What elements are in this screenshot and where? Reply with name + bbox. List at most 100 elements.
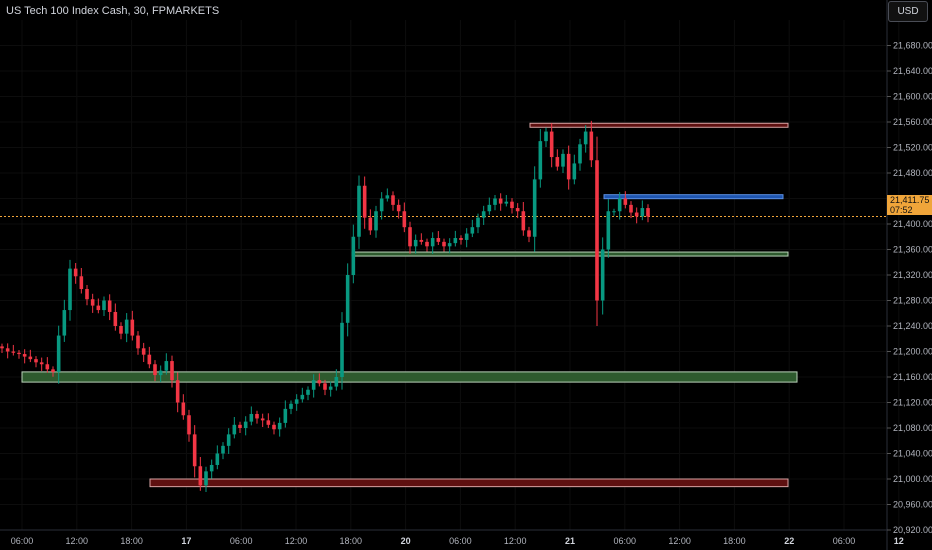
candle-body — [136, 335, 140, 349]
candle-body — [238, 424, 242, 428]
candle-body — [130, 319, 135, 336]
price-tick-label: 21,400.00 — [893, 219, 932, 229]
candle-body — [294, 399, 299, 404]
candle-body — [34, 359, 38, 363]
candle-body — [175, 380, 180, 403]
candle-body — [487, 204, 492, 212]
candle-body — [453, 238, 458, 244]
candle-body — [56, 335, 61, 372]
candle-body — [521, 211, 526, 231]
time-tick-label: 06:00 — [833, 536, 856, 546]
price-tick-label: 21,000.00 — [893, 474, 932, 484]
candle-body — [85, 289, 89, 300]
candle-body — [215, 453, 220, 465]
candle-body — [555, 157, 560, 167]
price-tick-label: 21,680.00 — [893, 41, 932, 51]
candle-body — [323, 383, 327, 390]
candle-body — [544, 131, 548, 142]
time-tick-label: 12 — [894, 536, 904, 546]
time-tick-label: 12:00 — [668, 536, 691, 546]
candle-body — [181, 402, 186, 416]
candle-body — [340, 322, 344, 377]
candle-body — [566, 153, 571, 180]
candle-body — [0, 346, 4, 349]
candle-body — [73, 268, 78, 277]
candle-body — [538, 141, 543, 180]
time-tick-label: 06:00 — [230, 536, 253, 546]
price-tick-label: 20,920.00 — [893, 525, 932, 535]
price-tick-label: 21,360.00 — [893, 245, 932, 255]
candle-body — [147, 354, 152, 365]
candle-body — [226, 434, 231, 446]
candle-body — [436, 238, 441, 242]
candle-body — [158, 370, 163, 376]
candle-body — [96, 305, 101, 311]
candle-body — [629, 204, 633, 213]
candle-body — [527, 230, 531, 237]
candle-body — [368, 217, 373, 231]
candle-body — [617, 198, 622, 212]
last-price-tag: 21,411.75 07:52 — [887, 195, 932, 215]
symbol-title: US Tech 100 Index Cash, 30, FPMARKETS — [6, 5, 220, 17]
price-tick-label: 20,960.00 — [893, 500, 932, 510]
candle-body — [260, 418, 265, 421]
time-tick-label: 12:00 — [66, 536, 89, 546]
candle-body — [493, 198, 497, 205]
candle-body — [374, 211, 378, 231]
candle-body — [328, 386, 333, 390]
candle-body — [249, 413, 254, 422]
candle-body — [640, 208, 645, 217]
time-tick-label: 20 — [401, 536, 411, 546]
candle-body — [334, 377, 339, 387]
candle-body — [476, 217, 480, 228]
price-tick-label: 21,480.00 — [893, 168, 932, 178]
candle-body — [255, 413, 259, 419]
candle-body — [90, 299, 95, 306]
zone-box-fvg[interactable] — [603, 194, 784, 200]
candle-body — [442, 241, 446, 247]
candle-body — [51, 369, 55, 372]
candle-body — [578, 144, 582, 164]
time-tick-label: 22 — [784, 536, 794, 546]
candle-body — [396, 204, 401, 212]
candle-body — [430, 238, 435, 247]
candle-body — [79, 276, 84, 290]
price-tick-label: 21,040.00 — [893, 449, 932, 459]
candle-body — [232, 424, 237, 435]
candle-body — [311, 380, 316, 390]
candle-body — [606, 211, 611, 250]
candle-body — [141, 348, 146, 355]
bar-countdown: 07:52 — [890, 205, 913, 215]
candle-body — [283, 408, 288, 423]
candle-body — [221, 445, 225, 454]
candle-body — [204, 471, 208, 486]
candle-body — [646, 208, 650, 217]
candle-body — [459, 238, 463, 240]
candle-body — [243, 421, 248, 428]
candle-body — [17, 352, 21, 355]
currency-button[interactable]: USD — [888, 1, 928, 22]
candle-body — [62, 310, 67, 336]
zone-box-supply[interactable] — [529, 122, 789, 128]
candle-body — [45, 364, 50, 370]
candle-body — [425, 241, 429, 247]
candle-body — [124, 319, 129, 334]
candle-body — [623, 198, 628, 205]
price-axis: 21,680.00 21,640.00 21,600.00 21,560.00 21,5… — [887, 41, 932, 535]
zone-box-demand[interactable] — [21, 371, 798, 383]
time-tick-label: 06:00 — [449, 536, 472, 546]
price-tick-label: 21,600.00 — [893, 92, 932, 102]
candle-body — [102, 300, 106, 311]
candle-body — [408, 227, 412, 247]
time-tick-label: 06:00 — [11, 536, 34, 546]
candle-body — [515, 208, 520, 212]
time-tick-label: 21 — [565, 536, 575, 546]
zone-box-supply[interactable] — [149, 478, 789, 488]
candle-body — [447, 243, 452, 247]
candle-body — [362, 185, 367, 218]
zone-box-demand[interactable] — [351, 251, 789, 257]
candle-body — [11, 351, 16, 353]
candle-body — [22, 354, 27, 357]
candle-body — [164, 361, 169, 371]
